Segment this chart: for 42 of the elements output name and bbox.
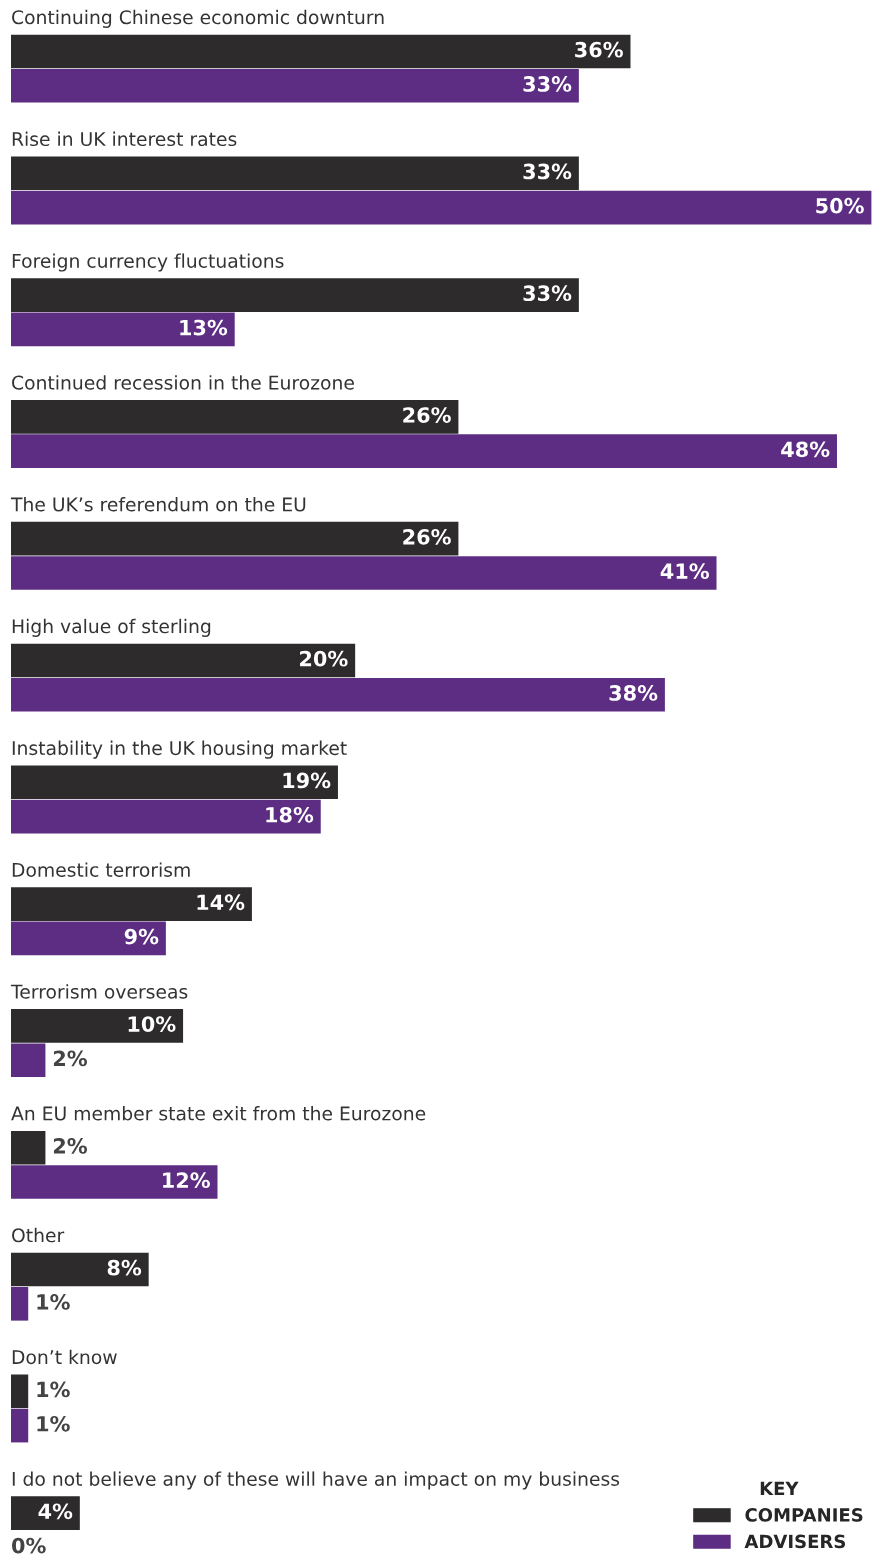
y-tick-label: Continuing Chinese economic downturn xyxy=(12,9,384,28)
y-tick-label: Don’t know xyxy=(12,1349,117,1365)
data-label: 33% xyxy=(523,163,572,180)
data-label: 50% xyxy=(816,197,864,214)
legend-label: ADVISERS xyxy=(744,1534,846,1549)
data-label: 2% xyxy=(53,1137,88,1154)
y-tick-label: High value of sterling xyxy=(12,618,211,637)
y-tick-label: Rise in UK interest rates xyxy=(12,131,237,147)
y-tick-label: The UK’s referendum on the EU xyxy=(10,497,306,512)
y-tick-label: Domestic terrorism xyxy=(12,862,190,877)
data-label: 2% xyxy=(53,1050,88,1067)
data-label: 9% xyxy=(124,928,159,945)
data-label: 1% xyxy=(37,1294,70,1310)
data-label: 20% xyxy=(300,650,348,667)
data-label: 33% xyxy=(523,76,572,92)
data-label: 8% xyxy=(107,1259,142,1276)
data-label: 18% xyxy=(266,806,314,823)
data-label: 41% xyxy=(660,563,709,580)
y-tick-label: Terrorism overseas xyxy=(10,984,188,999)
data-label: 19% xyxy=(283,772,331,789)
y-tick-label: Foreign currency fluctuations xyxy=(12,253,284,272)
y-tick-label: Instability in the UK housing market xyxy=(12,740,347,759)
y-tick-label: An EU member state exit from the Eurozone xyxy=(11,1106,426,1121)
data-label: 13% xyxy=(180,319,228,336)
legend-label: COMPANIES xyxy=(745,1508,863,1522)
legend-title: KEY xyxy=(760,1481,799,1495)
data-label: 14% xyxy=(197,894,245,911)
data-label: 12% xyxy=(163,1172,210,1189)
y-tick-label: Continued recession in the Eurozone xyxy=(12,375,354,390)
y-tick-label: Other xyxy=(12,1227,65,1243)
data-label: 48% xyxy=(781,441,830,458)
data-label: 36% xyxy=(575,41,623,58)
data-label: 26% xyxy=(403,528,451,545)
data-label: 10% xyxy=(128,1016,176,1032)
data-label: 26% xyxy=(403,407,451,423)
data-label: 0% xyxy=(12,1537,46,1554)
data-label: 4% xyxy=(38,1503,73,1520)
data-label: 1% xyxy=(37,1415,70,1432)
data-label: 1% xyxy=(37,1381,70,1398)
data-label: 33% xyxy=(523,285,572,302)
y-tick-label: I do not believe any of these will have an impact on my business xyxy=(12,1471,620,1490)
data-label: 38% xyxy=(609,685,658,701)
